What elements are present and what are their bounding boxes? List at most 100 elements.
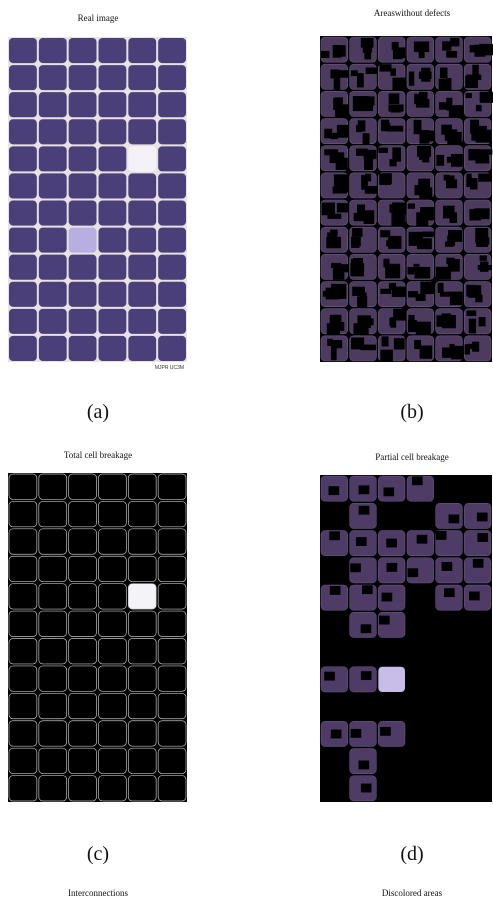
cell bbox=[68, 638, 97, 665]
defect-blot bbox=[352, 96, 369, 112]
defect-blot bbox=[449, 291, 463, 306]
defect-blot bbox=[415, 44, 426, 52]
cell bbox=[158, 146, 186, 172]
defect-blot bbox=[326, 236, 341, 249]
defect-blot bbox=[469, 591, 480, 601]
cell bbox=[320, 530, 348, 556]
cell bbox=[38, 528, 68, 555]
defect-blot bbox=[358, 505, 370, 515]
defect-blot bbox=[475, 151, 490, 164]
cell bbox=[9, 65, 37, 91]
defect-blot bbox=[446, 50, 458, 58]
defect-blot bbox=[448, 514, 460, 524]
cell bbox=[128, 173, 157, 199]
cell bbox=[9, 308, 37, 334]
cell bbox=[349, 694, 377, 720]
cell bbox=[128, 65, 157, 91]
defect-blot bbox=[360, 783, 372, 793]
cell bbox=[8, 775, 38, 802]
defect-blot bbox=[420, 281, 436, 295]
defect-blot bbox=[448, 105, 464, 118]
panel-image bbox=[320, 475, 492, 802]
cell bbox=[128, 254, 157, 280]
cell bbox=[378, 748, 405, 774]
cell bbox=[464, 666, 491, 692]
defect-blot bbox=[364, 173, 372, 182]
cell bbox=[8, 583, 38, 610]
defect-blot bbox=[364, 49, 372, 60]
panel-title: Areaswithout defects bbox=[374, 8, 451, 18]
defect-blot bbox=[442, 347, 452, 358]
defect-blot bbox=[447, 258, 460, 272]
cell bbox=[68, 335, 97, 361]
defect-blot bbox=[474, 208, 490, 220]
defect-blot bbox=[464, 344, 470, 355]
cell bbox=[38, 555, 68, 583]
cell bbox=[38, 200, 67, 226]
cell bbox=[9, 173, 37, 199]
cell bbox=[157, 747, 187, 774]
cell bbox=[158, 200, 186, 226]
cell bbox=[407, 748, 434, 774]
defect-blot bbox=[418, 178, 431, 194]
cell bbox=[98, 65, 127, 91]
defect-blot bbox=[475, 294, 483, 303]
cell bbox=[98, 720, 127, 747]
defect-blot bbox=[467, 343, 474, 350]
defect-blot bbox=[442, 41, 452, 51]
defect-blot bbox=[357, 315, 371, 328]
cell bbox=[98, 747, 127, 774]
defect-blot bbox=[391, 42, 399, 51]
defect-blot bbox=[413, 263, 420, 272]
panel-image bbox=[8, 473, 187, 802]
defect-blot bbox=[408, 231, 424, 246]
defect-blot bbox=[411, 476, 423, 486]
cell bbox=[127, 720, 157, 747]
cell bbox=[68, 583, 97, 610]
cell bbox=[158, 335, 186, 361]
cell bbox=[8, 692, 38, 720]
defect-blot bbox=[335, 97, 343, 107]
defect-blot bbox=[413, 119, 422, 135]
defect-blot bbox=[363, 210, 375, 224]
cell bbox=[98, 335, 127, 361]
defect-blot bbox=[414, 339, 422, 350]
cell bbox=[9, 227, 37, 253]
cell bbox=[38, 665, 68, 692]
cell bbox=[68, 665, 97, 692]
defect-blot bbox=[336, 124, 350, 138]
defect-blot bbox=[435, 531, 447, 540]
defect-blot bbox=[380, 726, 391, 736]
cell bbox=[128, 119, 157, 145]
images bbox=[8, 36, 493, 802]
cell bbox=[321, 639, 348, 665]
cell bbox=[38, 308, 67, 334]
defect-blot bbox=[389, 159, 397, 167]
defect-blot bbox=[362, 585, 373, 595]
defect-blot bbox=[472, 341, 480, 352]
defect-blot bbox=[321, 50, 330, 59]
cell bbox=[68, 173, 97, 199]
cell bbox=[38, 281, 67, 307]
cell bbox=[407, 721, 434, 747]
cell bbox=[38, 254, 67, 280]
defect-blot bbox=[356, 73, 364, 88]
defect-blot bbox=[419, 187, 433, 199]
defect-blot bbox=[440, 291, 451, 297]
defect-blot bbox=[415, 321, 431, 336]
panel-label: (b) bbox=[400, 401, 423, 423]
cell bbox=[38, 501, 68, 528]
cell bbox=[68, 38, 97, 64]
defect-blot bbox=[470, 178, 478, 190]
cell bbox=[435, 584, 463, 611]
defect-blot bbox=[386, 240, 399, 247]
defect-blot bbox=[390, 68, 396, 76]
panel-title: Real image bbox=[78, 13, 119, 23]
defect-blot bbox=[333, 77, 341, 91]
cell bbox=[157, 473, 187, 500]
cell bbox=[98, 92, 127, 118]
cell bbox=[127, 473, 157, 500]
defect-blot bbox=[468, 149, 481, 161]
defect-blot bbox=[329, 152, 345, 164]
